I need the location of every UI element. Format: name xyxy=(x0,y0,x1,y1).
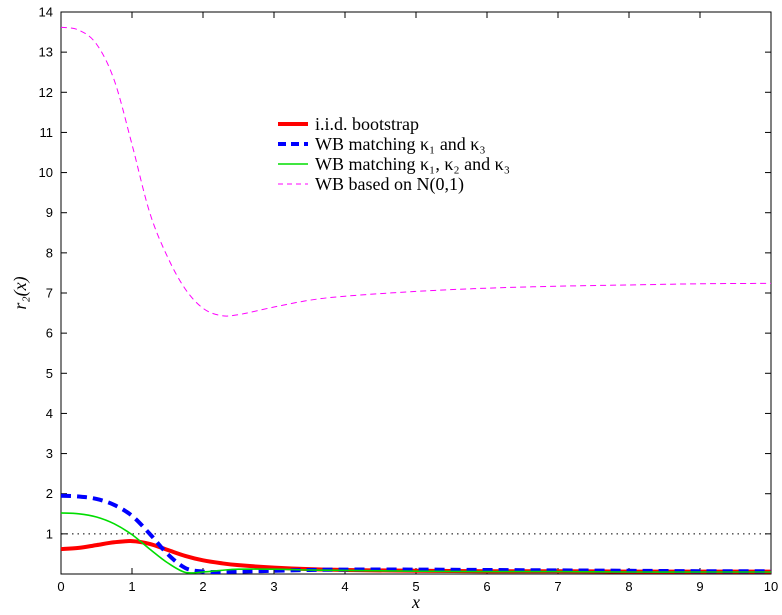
y-tick-label: 1 xyxy=(46,526,53,541)
series-line-4 xyxy=(60,26,772,317)
y-tick-label: 2 xyxy=(46,486,53,501)
x-tick-label: 9 xyxy=(696,579,703,594)
y-tick-label: 13 xyxy=(39,45,53,60)
x-tick-label: 7 xyxy=(554,579,561,594)
legend-label-4: WB based on N(0,1) xyxy=(315,174,464,195)
x-tick-label: 0 xyxy=(57,579,64,594)
x-tick-label: 4 xyxy=(341,579,348,594)
x-tick-label: 5 xyxy=(412,579,419,594)
x-tick-label: 3 xyxy=(270,579,277,594)
y-tick-label: 3 xyxy=(46,446,53,461)
y-tick-label: 7 xyxy=(46,286,53,301)
y-tick-label: 9 xyxy=(46,205,53,220)
plot-area xyxy=(60,11,772,575)
x-tick-label: 10 xyxy=(764,579,778,594)
x-tick-label: 2 xyxy=(199,579,206,594)
y-tick-label: 6 xyxy=(46,326,53,341)
x-tick-label: 8 xyxy=(625,579,632,594)
legend-label-2: WB matching κ₁ and κ₃ xyxy=(315,134,486,154)
legend-label-1: i.i.d. bootstrap xyxy=(315,114,419,134)
series-lines xyxy=(60,26,772,575)
series-line-3 xyxy=(60,512,771,574)
y-axis-title: r₂(x) xyxy=(10,276,31,309)
series-line-2 xyxy=(60,493,772,575)
x-tick-label: 6 xyxy=(483,579,490,594)
y-tick-label: 11 xyxy=(40,125,54,140)
y-tick-label: 8 xyxy=(46,245,53,260)
y-tick-label: 14 xyxy=(39,5,53,20)
y-tick-label: 5 xyxy=(46,366,53,381)
y-tick-label: 4 xyxy=(46,406,53,421)
x-axis-title: x xyxy=(411,592,420,612)
legend-label-3: WB matching κ₁, κ₂ and κ₃ xyxy=(315,154,510,174)
y-tick-label: 12 xyxy=(39,85,53,100)
y-tick-label: 10 xyxy=(39,165,53,180)
x-tick-label: 1 xyxy=(128,579,135,594)
